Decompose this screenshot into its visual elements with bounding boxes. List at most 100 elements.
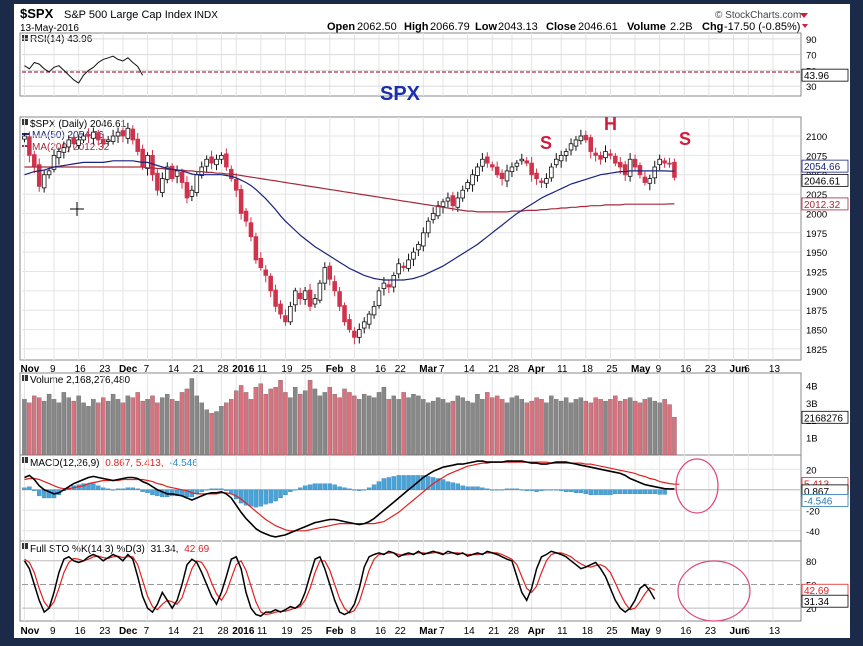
macd-tick-label: -20 [806, 506, 820, 517]
close-label: Close [546, 21, 576, 33]
price-legend-ma200: MA(200) 2012.32 [32, 142, 110, 153]
volume-bar [22, 399, 27, 456]
bottom-x-tick-label: 16 [375, 626, 387, 637]
bottom-x-tick-label: Feb [326, 626, 344, 637]
chart-header: $SPX S&P 500 Large Cap Index INDX 13-May… [20, 6, 808, 34]
volume-bar [337, 397, 342, 456]
candle-body [278, 303, 283, 315]
macd-histogram-bar [96, 485, 101, 490]
chg-label: Chg [702, 21, 723, 33]
candle-body [573, 139, 579, 147]
price-x-tick-label: Feb [326, 364, 344, 375]
candle-body [529, 162, 534, 176]
candle-body [598, 154, 603, 160]
price-x-tick-label: 23 [99, 364, 111, 375]
candle [145, 152, 150, 176]
volume-bar [115, 399, 121, 456]
volume-bar [41, 400, 47, 456]
bottom-x-tick-label: 28 [508, 626, 520, 637]
candle [258, 252, 264, 271]
close-value-badge-text: 2046.61 [804, 176, 841, 187]
macd-histogram-bar [317, 483, 323, 490]
macd-histogram-bar [539, 489, 544, 491]
candle-body [179, 172, 185, 183]
candle-body [160, 178, 165, 193]
candle [81, 132, 86, 143]
volume-bar [169, 399, 175, 456]
price-x-tick-label: Jun [730, 364, 748, 375]
candle-body [238, 189, 244, 214]
candle [268, 273, 273, 298]
candle [219, 152, 224, 164]
price-tick-label: 1975 [806, 229, 827, 240]
candle [288, 301, 293, 325]
candle [406, 253, 411, 272]
candle [480, 153, 485, 172]
macd-histogram-bar [204, 489, 209, 491]
candle [327, 262, 333, 286]
volume-bar [519, 399, 525, 456]
volume-bar [288, 397, 293, 456]
sto-title-name: Full STO %K(14,3) %D(3) [30, 544, 145, 555]
volume-bar [652, 400, 657, 456]
macd-histogram-bar [662, 489, 667, 495]
candle [563, 148, 569, 162]
volume-bar [71, 400, 76, 456]
price-x-tick-label: Nov [20, 364, 39, 375]
volume-bar [534, 397, 539, 456]
macd-histogram-bar [135, 488, 140, 490]
candle [263, 265, 269, 283]
candle-body [61, 147, 67, 153]
macd-histogram-bar [209, 488, 214, 490]
candle-body [593, 152, 598, 156]
bottom-x-tick-label: 21 [193, 626, 205, 637]
candle [337, 287, 342, 311]
macd-histogram-bar [293, 489, 298, 491]
bottom-x-tick-label: 14 [464, 626, 476, 637]
macd-histogram-bar [583, 489, 589, 495]
candle [573, 136, 579, 151]
volume-bar [593, 397, 598, 456]
sto-k-badge-text: 31.34 [804, 597, 829, 608]
candle [544, 173, 549, 188]
macd-histogram-bar [37, 489, 42, 497]
sto-tick-label: 20 [806, 604, 817, 615]
candle [120, 127, 126, 143]
candle-body [430, 213, 436, 221]
bottom-x-tick-label: 16 [75, 626, 87, 637]
volume-bar [406, 397, 411, 456]
volume-bar [563, 397, 569, 456]
macd-histogram-bar [283, 489, 288, 496]
macd-title-hist: -4.546 [169, 458, 198, 469]
bottom-x-tick-label: May [631, 626, 651, 637]
panel-titles: RSI(14) 43.96 $SPX (Daily) 2046.61 MA(50… [22, 34, 210, 555]
volume-bar [209, 413, 214, 456]
candle-body [366, 313, 372, 325]
volume-bar [608, 399, 613, 456]
volume-bar [381, 387, 387, 456]
candle-body [347, 319, 352, 330]
candle [352, 327, 357, 345]
volume-bar [440, 399, 446, 456]
candle-body [140, 148, 145, 168]
volume-bar [278, 380, 283, 456]
candle-body [460, 189, 465, 199]
candle-body [465, 182, 470, 190]
volume-bar [529, 400, 534, 456]
candle-body [86, 134, 91, 137]
price-x-tick-label: 16 [75, 364, 87, 375]
volume-bar [37, 397, 42, 456]
candle [539, 177, 544, 188]
volume-bar [194, 395, 200, 456]
macd-histogram-bar [297, 487, 303, 490]
macd-histogram-bar [396, 475, 401, 490]
volume-bar [376, 392, 382, 456]
volume-bar [357, 399, 362, 456]
candle-body [51, 154, 57, 170]
candle-body [27, 136, 32, 156]
candle [61, 141, 67, 159]
exchange-label: INDX [194, 10, 218, 21]
sto-title-k: 31.34, [151, 544, 179, 555]
macd-histogram-bar [470, 486, 475, 490]
macd-histogram-bar [401, 475, 406, 490]
